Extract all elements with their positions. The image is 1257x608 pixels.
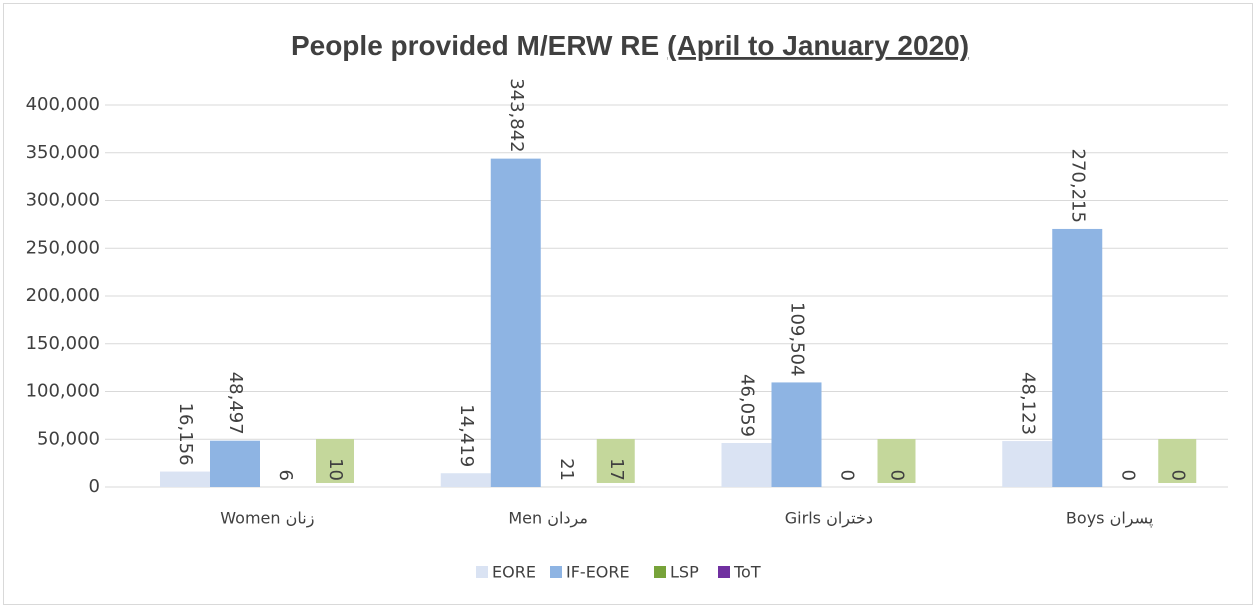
- data-label: 48,497: [225, 372, 246, 435]
- data-label: 343,842: [506, 78, 527, 152]
- y-tick-label: 250,000: [26, 237, 100, 258]
- data-label-box: [596, 438, 635, 483]
- data-label: 14,419: [456, 404, 477, 467]
- bar: [440, 473, 491, 487]
- bar: [160, 471, 210, 487]
- data-label: 0: [887, 470, 908, 481]
- data-label: 16,156: [175, 403, 196, 466]
- legend-label: IF-EORE: [566, 563, 630, 582]
- chart-border: [3, 3, 1253, 605]
- y-tick-label: 400,000: [26, 94, 100, 115]
- legend-swatch: [550, 566, 562, 578]
- y-tick-label: 100,000: [26, 381, 100, 402]
- legend-label: LSP: [670, 563, 699, 582]
- legend-swatch: [476, 566, 488, 578]
- data-label: 0: [1167, 470, 1188, 481]
- y-tick-label: 50,000: [37, 428, 100, 449]
- data-label: 6: [275, 470, 296, 481]
- data-label: 48,123: [1017, 372, 1038, 435]
- bar: [1052, 228, 1103, 487]
- chart-title-group: People provided M/ERW RE (April to Januar…: [291, 30, 969, 61]
- data-label: 109,504: [787, 302, 808, 376]
- y-tick-label: 300,000: [26, 190, 100, 211]
- legend-label: EORE: [492, 563, 536, 582]
- data-label: 10: [325, 458, 346, 481]
- data-label-box: [316, 438, 354, 483]
- bar: [490, 158, 541, 487]
- bar: [721, 443, 772, 487]
- bar: [1002, 441, 1053, 487]
- y-tick-label: 350,000: [26, 142, 100, 163]
- bar: [771, 382, 822, 487]
- chart-title: People provided M/ERW RE: [291, 30, 659, 61]
- y-tick-label: 150,000: [26, 333, 100, 354]
- legend-swatch: [718, 566, 730, 578]
- y-tick-label: 200,000: [26, 285, 100, 306]
- y-tick-label: 0: [89, 476, 100, 497]
- bar: [210, 440, 260, 487]
- data-label: 17: [606, 458, 627, 481]
- x-tick-label: Men مردان: [508, 509, 588, 529]
- x-tick-label: Boys پسران: [1066, 509, 1153, 529]
- x-tick-label: Girls دختران: [785, 509, 873, 529]
- chart-subtitle: (April to January 2020): [667, 30, 969, 61]
- data-label: 0: [837, 470, 858, 481]
- legend-swatch: [654, 566, 666, 578]
- legend-label: ToT: [733, 563, 761, 582]
- data-label-box: [1158, 439, 1197, 483]
- data-label: 270,215: [1067, 149, 1088, 223]
- data-label: 21: [556, 458, 577, 481]
- data-label-box: [877, 439, 916, 483]
- data-label: 0: [1117, 470, 1138, 481]
- data-label: 46,059: [737, 374, 758, 437]
- x-tick-label: Women زنان: [220, 509, 314, 529]
